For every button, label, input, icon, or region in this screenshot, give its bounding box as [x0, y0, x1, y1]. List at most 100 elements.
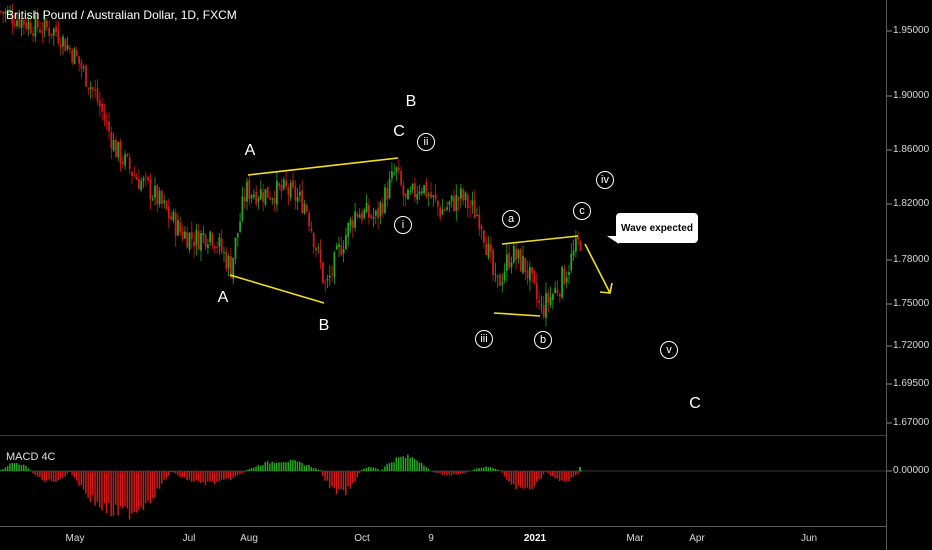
- grid-lines: [887, 30, 892, 472]
- candle-body: [545, 293, 547, 318]
- candle-body: [423, 185, 425, 194]
- macd-bar: [395, 457, 398, 471]
- candle-body: [558, 293, 561, 297]
- candle-body: [142, 178, 145, 181]
- candle-body: [487, 243, 490, 258]
- candle-body: [128, 157, 131, 169]
- candle-body: [485, 243, 488, 256]
- candle-body: [524, 257, 527, 273]
- macd-bar: [92, 471, 94, 496]
- macd-bar: [188, 471, 191, 480]
- callout-pointer: [607, 236, 619, 244]
- macd-bar: [248, 469, 250, 471]
- macd-bar: [388, 463, 391, 471]
- wave-label-iv[interactable]: iv: [596, 171, 614, 189]
- wave-label-B[interactable]: B: [318, 317, 330, 334]
- macd-bar: [547, 471, 549, 474]
- macd-bar: [151, 471, 154, 499]
- wave-label-iii[interactable]: iii: [475, 330, 493, 348]
- candle-body: [370, 215, 373, 219]
- macd-bar: [257, 464, 260, 471]
- candle-body: [227, 255, 230, 269]
- candle-body: [13, 24, 16, 27]
- candle-body: [305, 205, 308, 212]
- candle-body: [292, 180, 294, 188]
- macd-bar: [545, 471, 547, 472]
- candle-body: [427, 194, 430, 196]
- macd-bar: [220, 471, 223, 480]
- macd-indicator-label[interactable]: MACD 4C: [6, 451, 56, 463]
- candle-body: [448, 201, 451, 205]
- macd-bar: [163, 471, 165, 480]
- wave-label-b[interactable]: b: [534, 331, 552, 349]
- macd-bar: [200, 471, 202, 483]
- candle-body: [248, 180, 251, 199]
- candle-body: [478, 214, 481, 229]
- macd-bar: [416, 460, 418, 471]
- candle-body: [243, 197, 246, 202]
- candle-body: [34, 15, 37, 37]
- candle-body: [303, 203, 306, 214]
- macd-bar: [501, 471, 503, 473]
- macd-bar: [280, 462, 283, 471]
- candle-body: [496, 275, 499, 277]
- macd-bar: [441, 471, 444, 475]
- macd-bar: [52, 471, 55, 482]
- candle-body: [108, 121, 110, 132]
- wave-label-v[interactable]: v: [660, 341, 678, 359]
- candle-body: [57, 30, 60, 44]
- macd-bar: [549, 471, 552, 476]
- macd-bar: [158, 471, 161, 489]
- wave-label-B[interactable]: B: [405, 93, 417, 110]
- wave-label-i[interactable]: i: [394, 216, 412, 234]
- wave-label-C[interactable]: C: [689, 395, 701, 412]
- candle-body: [89, 87, 92, 90]
- macd-bar: [515, 471, 517, 490]
- wave-label-A[interactable]: A: [217, 289, 229, 306]
- wave-label-c[interactable]: c: [573, 202, 591, 220]
- candle-body: [94, 89, 97, 91]
- candle-body: [420, 191, 423, 194]
- wave-label-a[interactable]: a: [502, 210, 520, 228]
- macd-bar: [411, 456, 414, 471]
- candle-body: [418, 191, 421, 194]
- macd-bar: [154, 471, 156, 498]
- candle-body: [501, 282, 504, 285]
- candle-body: [515, 248, 517, 260]
- wave-label-ii[interactable]: ii: [417, 133, 435, 151]
- candle-body: [50, 33, 53, 36]
- macd-bar: [563, 471, 565, 482]
- candle-body: [71, 50, 74, 63]
- candle-body: [193, 241, 195, 247]
- macd-bar: [204, 471, 207, 485]
- wave-label-A[interactable]: A: [244, 142, 256, 159]
- candle-body: [312, 233, 315, 248]
- candle-body: [85, 65, 87, 87]
- macd-bar: [96, 471, 99, 502]
- macd-bar: [243, 471, 246, 473]
- macd-bar: [57, 471, 59, 480]
- candle-body: [234, 237, 237, 259]
- candle-body: [236, 233, 239, 238]
- macd-bar: [381, 469, 384, 471]
- candle-body: [161, 190, 163, 204]
- candle-body: [455, 194, 458, 212]
- wave-label-C[interactable]: C: [393, 123, 405, 140]
- wave-expected-callout[interactable]: Wave expected: [616, 213, 698, 243]
- candle-body: [457, 196, 460, 201]
- price-label: 1.82000: [893, 198, 930, 209]
- macd-bar: [82, 471, 85, 490]
- candle-body: [230, 256, 232, 278]
- candle-body: [98, 100, 101, 107]
- candle-body: [508, 253, 511, 268]
- time-label: Mar: [626, 533, 644, 544]
- candle-body: [64, 38, 67, 51]
- candle-body: [294, 186, 297, 201]
- candle-body: [6, 10, 9, 14]
- pane-separator[interactable]: [0, 435, 886, 436]
- candle-body: [324, 281, 327, 283]
- candle-body: [276, 180, 278, 205]
- candle-body: [317, 247, 320, 249]
- macd-bar: [542, 471, 545, 475]
